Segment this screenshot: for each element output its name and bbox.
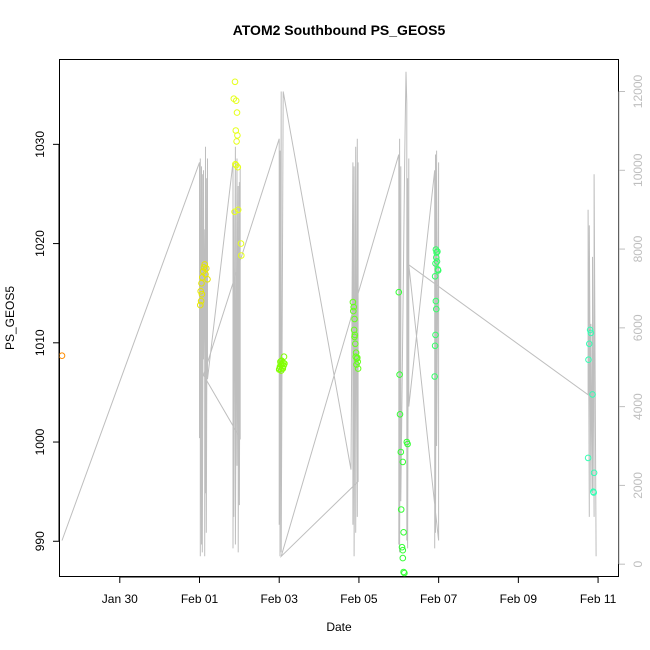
- y-axis-left: 990 1000 1010 1020 1030: [33, 131, 60, 551]
- y2-tick-label: 6000: [631, 314, 645, 341]
- x-tick-label: Feb 09: [500, 592, 538, 606]
- data-point: [349, 298, 357, 306]
- data-point: [354, 365, 362, 372]
- data-point: [400, 529, 407, 536]
- data-point: [238, 252, 245, 259]
- data-point: [233, 138, 240, 145]
- x-axis: Jan 30 Feb 01 Feb 03 Feb 05 Feb 07 Feb 09 Feb …: [102, 576, 617, 606]
- data-point: [231, 78, 239, 86]
- chart-title: ATOM2 Southbound PS_GEOS5: [233, 22, 446, 38]
- x-tick-label: Feb 05: [340, 592, 378, 606]
- x-axis-label: Date: [326, 620, 352, 634]
- x-tick-label: Jan 30: [102, 592, 138, 606]
- x-tick-label: Feb 07: [420, 592, 458, 606]
- data-point: [400, 568, 407, 576]
- data-point: [232, 161, 240, 169]
- data-point: [276, 365, 283, 372]
- data-point: [350, 326, 358, 334]
- data-point: [350, 303, 358, 311]
- data-point: [399, 546, 407, 554]
- data-point: [587, 329, 595, 337]
- data-point: [399, 458, 407, 466]
- data-point: [351, 315, 358, 323]
- data-point: [350, 307, 357, 315]
- altitude-series: [61, 71, 597, 558]
- y-axis-label: PS_GEOS5: [3, 286, 17, 350]
- y-tick-label: 1000: [33, 428, 47, 455]
- data-point: [432, 331, 439, 339]
- data-point: [232, 97, 240, 104]
- y-tick-label: 990: [33, 531, 47, 551]
- x-tick-label: Feb 03: [261, 592, 299, 606]
- data-point: [58, 352, 66, 360]
- y-tick-label: 1030: [33, 131, 47, 158]
- data-point: [434, 248, 441, 255]
- y-tick-label: 1020: [33, 230, 47, 257]
- data-point: [399, 554, 407, 562]
- data-point: [197, 297, 205, 305]
- data-point: [404, 440, 411, 448]
- data-point: [198, 290, 206, 298]
- data-point: [589, 391, 596, 398]
- data-point: [234, 132, 241, 139]
- data-point: [204, 276, 211, 283]
- data-point: [203, 265, 210, 272]
- data-point: [431, 373, 439, 380]
- data-point: [586, 326, 594, 334]
- data-point: [280, 353, 288, 361]
- data-point: [397, 506, 405, 513]
- data-point: [233, 109, 241, 116]
- data-point: [281, 360, 288, 367]
- data-point: [351, 333, 358, 341]
- data-point: [354, 358, 362, 366]
- data-point: [586, 340, 593, 348]
- data-point: [585, 356, 592, 364]
- data-point: [397, 448, 405, 456]
- y2-tick-label: 10000: [631, 153, 645, 187]
- y-axis-right: 0 2000 4000 6000 8000 10000 12000: [618, 75, 645, 568]
- altitude-line: [61, 71, 597, 558]
- data-point: [432, 297, 440, 305]
- x-tick-label: Feb 01: [181, 592, 219, 606]
- data-point: [433, 258, 441, 265]
- data-point: [432, 246, 440, 253]
- data-point: [396, 371, 403, 378]
- data-point: [197, 287, 204, 295]
- y2-tick-label: 0: [631, 561, 645, 568]
- scatter-points: [58, 78, 598, 577]
- data-point: [354, 354, 361, 362]
- data-point: [231, 208, 238, 216]
- data-point: [584, 454, 592, 462]
- x-tick-label: Feb 11: [580, 592, 617, 606]
- data-point: [590, 489, 598, 496]
- y2-tick-label: 2000: [631, 472, 645, 499]
- data-point: [237, 240, 245, 247]
- data-point: [590, 469, 598, 477]
- data-point: [395, 288, 403, 296]
- data-point: [431, 342, 439, 350]
- y2-tick-label: 12000: [631, 75, 645, 109]
- data-point: [398, 543, 406, 551]
- data-point: [433, 249, 440, 256]
- data-point: [201, 261, 208, 268]
- data-point: [433, 305, 440, 313]
- data-point: [401, 569, 408, 577]
- data-point: [234, 206, 242, 214]
- data-point: [396, 411, 404, 418]
- y2-tick-label: 8000: [631, 235, 645, 262]
- y-tick-label: 1010: [33, 329, 47, 356]
- data-point: [277, 358, 284, 366]
- data-point: [431, 273, 439, 280]
- data-point: [352, 340, 359, 348]
- data-point: [197, 301, 204, 309]
- y2-tick-label: 4000: [631, 393, 645, 420]
- data-point: [234, 163, 242, 171]
- data-point: [432, 260, 439, 267]
- data-point: [434, 267, 442, 274]
- data-point: [353, 361, 360, 368]
